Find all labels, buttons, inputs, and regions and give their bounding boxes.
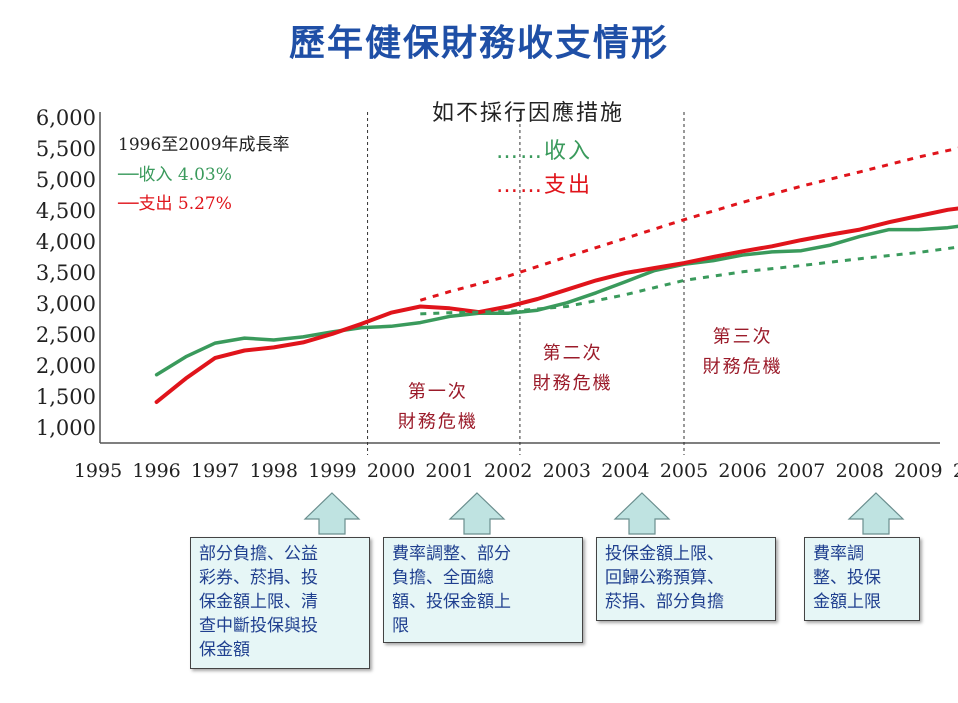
measure-box-2002: 費率調整、部分 負擔、全面總 額、投保金額上 限 (383, 537, 583, 643)
x-tick-label: 2004 (601, 460, 649, 482)
crisis-annotation-line2: 財務危機 (398, 412, 478, 433)
measure-box-2010: 費率調 整、投保 金額上限 (804, 537, 920, 621)
x-tick-label: 1995 (74, 460, 122, 482)
x-tick-label: 1997 (191, 460, 239, 482)
scenario-header: 如不採行因應措施 (432, 100, 624, 126)
x-tick-label: 2009 (894, 460, 942, 482)
legend-header: 1996至2009年成長率 (118, 135, 290, 155)
x-tick-label: 2006 (718, 460, 766, 482)
crisis-annotation-line1: 第一次 (408, 382, 468, 403)
x-tick-label: 2008 (836, 460, 884, 482)
up-arrow-icon (847, 492, 905, 535)
y-tick-label: 2,500 (36, 323, 96, 347)
crisis-annotation-line1: 第二次 (543, 343, 603, 364)
x-tick-label: 2010 (953, 460, 958, 482)
x-tick-label: 1999 (308, 460, 356, 482)
y-tick-label: 1,000 (36, 416, 96, 440)
y-tick-label: 3,000 (36, 292, 96, 316)
up-arrow-icon (613, 492, 671, 535)
measure-box-2005: 投保金額上限、 回歸公務預算、 菸捐、部分負擔 (596, 537, 776, 621)
x-tick-label: 2001 (425, 460, 473, 482)
legend-expense: ──支出 5.27% (117, 194, 232, 214)
y-tick-label: 3,500 (36, 261, 96, 285)
series-line-projected-expense (419, 146, 958, 302)
series-line-expense (154, 206, 958, 404)
crisis-annotation-line1: 第三次 (713, 326, 773, 347)
series-line-projected-income (420, 245, 958, 316)
scenario-expense: ……支出 (496, 173, 592, 198)
legend-income: ──收入 4.03% (117, 165, 232, 185)
x-tick-label: 2005 (660, 460, 708, 482)
x-tick-label: 2007 (777, 460, 825, 482)
x-tick-label: 1998 (250, 460, 298, 482)
crisis-annotation-line2: 財務危機 (533, 373, 613, 394)
chart-title: 歷年健保財務收支情形 (288, 23, 669, 64)
up-arrow-icon (303, 492, 361, 535)
x-tick-label: 2002 (484, 460, 532, 482)
x-tick-label: 2000 (367, 460, 415, 482)
scenario-income: ……收入 (496, 139, 592, 164)
y-tick-label: 4,500 (36, 199, 96, 223)
x-tick-label: 2003 (543, 460, 591, 482)
crisis-annotation-line2: 財務危機 (703, 356, 783, 377)
measure-box-1999: 部分負擔、公益 彩券、菸捐、投 保金額上限、清 查中斷投保與投 保金額 (190, 537, 370, 669)
y-tick-label: 2,000 (36, 354, 96, 378)
y-tick-label: 1,500 (36, 385, 96, 409)
y-tick-label: 4,000 (36, 230, 96, 254)
y-tick-label: 5,000 (36, 168, 96, 192)
up-arrow-icon (448, 492, 506, 535)
y-tick-label: 6,000 (36, 106, 96, 130)
series-line-income (154, 224, 958, 377)
x-tick-label: 1996 (132, 460, 180, 482)
y-tick-label: 5,500 (36, 137, 96, 161)
